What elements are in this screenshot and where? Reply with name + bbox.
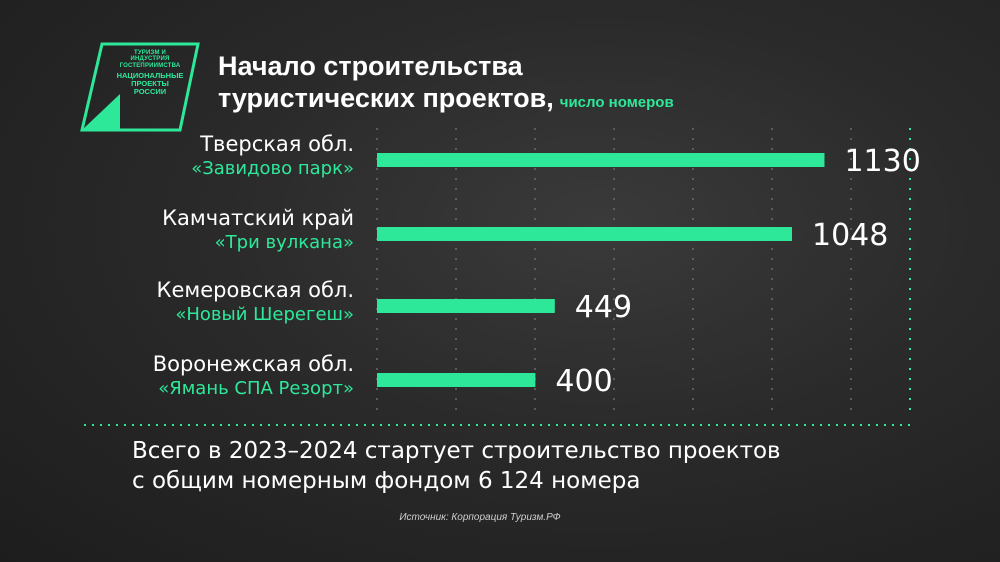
project-name: «Три вулкана» [214,232,354,253]
category-label: Тверская обл. «Завидово парк» [191,131,354,181]
logo-frame-icon [80,42,200,132]
national-projects-logo: ТУРИЗМ И ИНДУСТРИЯ ГОСТЕПРИИМСТВА НАЦИОН… [80,42,200,134]
summary-line-1: Всего в 2023–2024 стартует строительство… [132,438,781,464]
category-label: Кемеровская обл. «Новый Шерегеш» [157,277,354,327]
bar [377,373,536,387]
bar [377,299,555,313]
source-note: Источник: Корпорация Туризм.РФ [399,512,561,523]
region-name: Тверская обл. [200,132,354,156]
region-name: Кемеровская обл. [156,278,354,302]
title-line-1: Начало строительства [218,51,523,81]
logo-line-1: ТУРИЗМ И ИНДУСТРИЯ ГОСТЕПРИИМСТВА [119,50,181,69]
region-name: Воронежская обл. [152,352,354,376]
bar [377,227,793,241]
category-label: Камчатский край «Три вулкана» [162,205,354,255]
region-name: Камчатский край [162,206,354,230]
project-name: «Новый Шерегеш» [175,304,354,325]
bar [377,153,825,167]
bar-value-label: 1048 [812,218,888,253]
summary-text: Всего в 2023–2024 стартует строительство… [132,436,781,496]
summary-line-2: с общим номерным фондом 6 124 номера [132,468,641,494]
project-name: «Завидово парк» [191,158,354,179]
logo-line-2: НАЦИОНАЛЬНЫЕ ПРОЕКТЫ РОССИИ [116,71,184,96]
project-name: «Ямань СПА Резорт» [158,378,354,399]
bar-value-label: 400 [555,364,612,399]
chart-title: Начало строительства туристических проек… [218,50,674,119]
bar-value-label: 449 [575,290,632,325]
title-line-2: туристических проектов, [218,83,554,113]
bar-value-label: 1130 [844,144,920,179]
chart-subtitle: число номеров [559,94,674,111]
category-label: Воронежская обл. «Ямань СПА Резорт» [153,351,354,401]
